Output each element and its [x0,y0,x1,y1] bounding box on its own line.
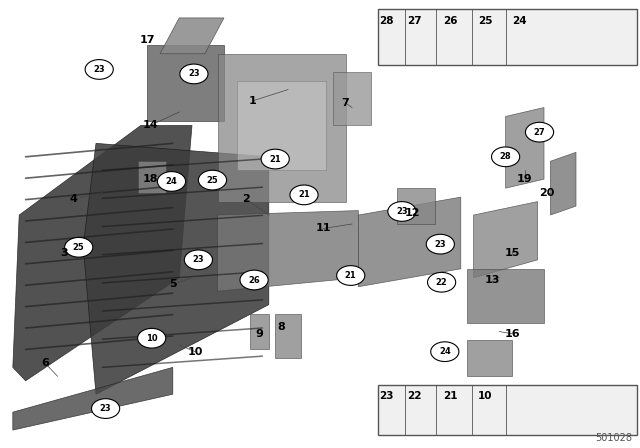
Text: 10: 10 [188,347,203,357]
Circle shape [337,266,365,285]
Text: 5: 5 [169,280,177,289]
Text: 23: 23 [188,69,200,78]
Text: 25: 25 [207,176,218,185]
Text: 24: 24 [439,347,451,356]
Text: 8: 8 [278,322,285,332]
Circle shape [240,270,268,290]
Text: 23: 23 [379,391,393,401]
Circle shape [180,64,208,84]
Polygon shape [397,188,435,224]
Text: 15: 15 [504,248,520,258]
Polygon shape [467,340,512,376]
Text: 17: 17 [140,35,155,45]
Polygon shape [218,211,358,291]
Circle shape [85,60,113,79]
Polygon shape [160,18,224,54]
Circle shape [492,147,520,167]
Text: 10: 10 [478,391,492,401]
Polygon shape [13,125,192,381]
Text: 14: 14 [143,121,158,130]
Text: 13: 13 [485,275,500,285]
Circle shape [525,122,554,142]
Text: 18: 18 [143,174,158,184]
Text: 16: 16 [504,329,520,339]
Text: 23: 23 [435,240,446,249]
Text: 21: 21 [345,271,356,280]
Circle shape [184,250,212,270]
Text: 19: 19 [517,174,532,184]
FancyBboxPatch shape [378,9,637,65]
Circle shape [261,149,289,169]
Circle shape [428,272,456,292]
Circle shape [65,237,93,257]
Text: 23: 23 [193,255,204,264]
Text: 27: 27 [534,128,545,137]
Text: 7: 7 [342,98,349,108]
Text: 2: 2 [243,194,250,204]
Text: 4: 4 [70,194,77,204]
Circle shape [388,202,416,221]
Text: 27: 27 [407,16,421,26]
Text: 23: 23 [396,207,408,216]
Polygon shape [333,72,371,125]
Circle shape [426,234,454,254]
Text: 9: 9 [255,329,263,339]
Text: 12: 12 [405,208,420,218]
Text: 22: 22 [436,278,447,287]
Text: 24: 24 [166,177,177,186]
Text: 3: 3 [60,248,68,258]
Polygon shape [358,197,461,287]
Text: 26: 26 [248,276,260,284]
Polygon shape [147,45,224,121]
Polygon shape [467,269,544,323]
Text: 24: 24 [513,16,527,26]
Polygon shape [83,143,269,394]
Text: 11: 11 [316,224,331,233]
Text: 6: 6 [41,358,49,368]
Text: 21: 21 [269,155,281,164]
Polygon shape [275,314,301,358]
Text: 10: 10 [146,334,157,343]
Text: 28: 28 [379,16,393,26]
Text: 25: 25 [73,243,84,252]
Text: 1: 1 [249,96,257,106]
Polygon shape [506,108,544,188]
Text: 22: 22 [407,391,421,401]
Text: 20: 20 [540,188,555,198]
Text: 21: 21 [443,391,457,401]
Polygon shape [237,81,326,170]
Circle shape [198,170,227,190]
Text: 501028: 501028 [595,433,632,443]
Text: 25: 25 [478,16,492,26]
Polygon shape [550,152,576,215]
Polygon shape [474,202,538,278]
Polygon shape [138,161,166,193]
Circle shape [431,342,459,362]
Circle shape [157,172,186,191]
Circle shape [138,328,166,348]
Text: 28: 28 [500,152,511,161]
Text: 23: 23 [93,65,105,74]
Circle shape [290,185,318,205]
Polygon shape [250,314,269,349]
FancyBboxPatch shape [378,385,637,435]
Polygon shape [13,367,173,430]
Circle shape [92,399,120,418]
Text: 21: 21 [298,190,310,199]
Text: 23: 23 [100,404,111,413]
Polygon shape [218,54,346,202]
Text: 26: 26 [443,16,457,26]
